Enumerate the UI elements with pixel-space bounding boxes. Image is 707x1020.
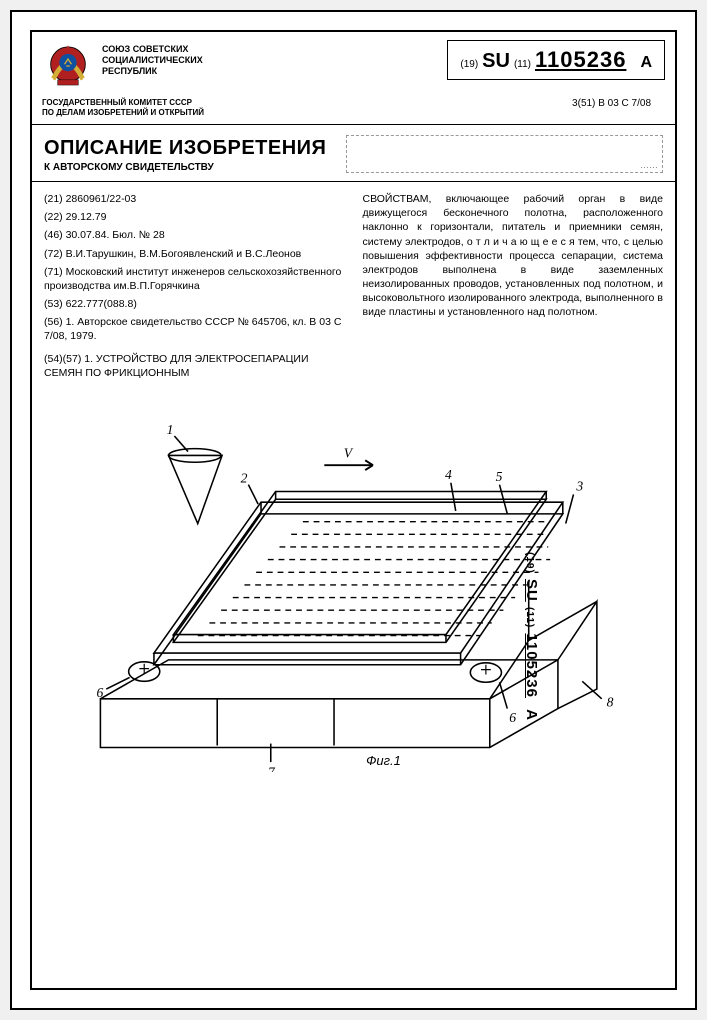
field-54-57: (54)(57) 1. УСТРОЙСТВО ДЛЯ ЭЛЕКТРОСЕПАРА…: [44, 352, 345, 380]
side-prefix: (19): [524, 552, 535, 574]
label-5: 5: [496, 469, 503, 484]
patent-suffix: A: [640, 54, 652, 72]
label-2: 2: [241, 471, 248, 486]
patent-number-box: (19) SU (11) 1105236 A: [447, 40, 665, 80]
document-title: ОПИСАНИЕ ИЗОБРЕТЕНИЯ: [44, 137, 326, 160]
right-column: СВОЙСТВАМ, включающее рабочий орган в ви…: [363, 192, 664, 384]
figure-area: 1 2 V 4 5 3 6 6 7 8 Фиг.1: [32, 392, 675, 778]
label-6a: 6: [97, 685, 104, 700]
prefix-11: (11): [514, 59, 531, 70]
abstract-text: СВОЙСТВАМ, включающее рабочий орган в ви…: [363, 192, 664, 320]
stamp-area: ……: [346, 135, 663, 173]
ipc-box: 3(51) В 03 С 7/08: [572, 98, 665, 109]
field-56: (56) 1. Авторское свидетельство СССР № 6…: [44, 315, 345, 343]
su-code: SU: [482, 50, 510, 73]
ipc-prefix: 3(51): [572, 98, 595, 109]
field-53: (53) 622.777(088.8): [44, 297, 345, 311]
prefix-19: (19): [460, 59, 478, 70]
committee-label: ГОСУДАРСТВЕННЫЙ КОМИТЕТ СССР ПО ДЕЛАМ ИЗ…: [42, 98, 564, 118]
label-4: 4: [445, 467, 452, 482]
left-column: (21) 2860961/22-03 (22) 29.12.79 (46) 30…: [44, 192, 345, 384]
title-left: ОПИСАНИЕ ИЗОБРЕТЕНИЯ К АВТОРСКОМУ СВИДЕТ…: [44, 137, 326, 173]
field-21: (21) 2860961/22-03: [44, 192, 345, 206]
union-label: СОЮЗ СОВЕТСКИХ СОЦИАЛИСТИЧЕСКИХ РЕСПУБЛИ…: [102, 40, 419, 76]
ipc-code: В 03 С 7/08: [598, 98, 651, 109]
patent-number: 1105236: [535, 47, 626, 73]
label-7: 7: [268, 765, 276, 772]
label-6b: 6: [509, 710, 516, 725]
figure-1: 1 2 V 4 5 3 6 6 7 8: [42, 392, 665, 772]
side-suffix: A: [523, 709, 540, 721]
header: СОЮЗ СОВЕТСКИХ СОЦИАЛИСТИЧЕСКИХ РЕСПУБЛИ…: [32, 32, 675, 96]
label-8: 8: [607, 694, 614, 709]
field-71: (71) Московский институт инженеров сельс…: [44, 265, 345, 293]
side-su: SU: [523, 579, 540, 602]
side-number: 1105236: [523, 633, 540, 698]
classification-row: ГОСУДАРСТВЕННЫЙ КОМИТЕТ СССР ПО ДЕЛАМ ИЗ…: [32, 96, 675, 124]
body: (21) 2860961/22-03 (22) 29.12.79 (46) 30…: [32, 182, 675, 384]
label-1: 1: [167, 422, 174, 437]
field-72: (72) В.И.Тарушкин, В.М.Богоявленский и В…: [44, 247, 345, 261]
side-num-prefix: (11): [524, 607, 535, 628]
document-subtitle: К АВТОРСКОМУ СВИДЕТЕЛЬСТВУ: [44, 162, 326, 173]
label-v: V: [344, 445, 354, 460]
field-46: (46) 30.07.84. Бюл. № 28: [44, 228, 345, 242]
field-22: (22) 29.12.79: [44, 210, 345, 224]
state-emblem-icon: [42, 40, 94, 92]
label-3: 3: [575, 478, 583, 493]
side-patent-label: (19) SU (11) 1105236 A: [523, 552, 540, 721]
